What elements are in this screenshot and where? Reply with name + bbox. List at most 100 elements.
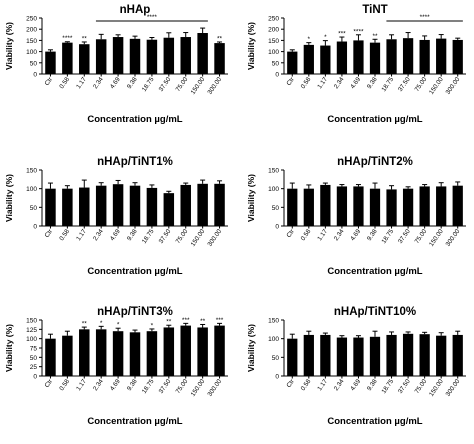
bar [353, 337, 364, 376]
bar [112, 37, 124, 74]
bracket-label: **** [420, 14, 431, 21]
significance-label: *** [338, 31, 346, 38]
chart-title: nHAp/TiNT10% [334, 306, 416, 318]
x-tick-label: 4.69 [109, 228, 122, 242]
bar [419, 334, 430, 376]
bar [419, 186, 430, 226]
bar [214, 325, 225, 376]
bar [197, 183, 208, 226]
y-tick-label: 250 [26, 16, 37, 23]
x-tick-label: 37.50 [158, 76, 173, 93]
bar [336, 337, 348, 376]
bar [336, 186, 348, 226]
bar [62, 188, 73, 226]
significance-label: * [308, 36, 311, 43]
bar [386, 39, 397, 74]
y-tick-label: 50 [30, 355, 38, 362]
bar [129, 185, 141, 226]
chart-title: nHAp/TiNT3% [97, 306, 173, 318]
x-tick-label: 37.50 [397, 378, 412, 395]
x-tick-label: 150.00 [189, 228, 206, 248]
y-tick-label: 250 [268, 16, 279, 23]
y-axis-label: Viability (%) [4, 174, 14, 222]
y-tick-label: 150 [26, 38, 37, 45]
y-tick-label: 50 [272, 60, 280, 67]
bar [95, 329, 107, 376]
x-tick-label: 4.69 [109, 76, 122, 90]
x-tick-label: 300.00 [206, 228, 223, 248]
significance-label: * [151, 322, 154, 329]
y-axis-label: Viability (%) [246, 22, 256, 70]
bar [129, 38, 141, 74]
x-tick-label: 1.17 [316, 378, 329, 392]
bar [287, 338, 298, 376]
y-tick-label: 100 [268, 49, 279, 56]
bar [320, 334, 331, 376]
x-tick-label: 150.00 [428, 76, 445, 96]
bar [436, 38, 447, 74]
x-tick-label: 4.69 [349, 228, 362, 242]
x-tick-label: 75.00 [413, 378, 428, 395]
x-tick-label: 75.00 [413, 76, 428, 93]
bracket-label: **** [147, 14, 158, 21]
y-axis-label: Viability (%) [246, 324, 256, 372]
bar [303, 334, 314, 376]
x-tick-label: 0.58 [300, 228, 313, 242]
bar [45, 338, 56, 376]
y-tick-label: 0 [33, 72, 37, 79]
y-tick-label: 0 [33, 374, 37, 381]
x-tick-label: 9.38 [366, 228, 379, 242]
x-tick-label: 18.75 [380, 76, 395, 93]
x-tick-label: Ctr [44, 228, 55, 239]
x-tick-label: Ctr [44, 76, 55, 87]
x-tick-label: 18.75 [380, 378, 395, 395]
significance-label: ** [82, 35, 88, 42]
bar [95, 39, 107, 74]
y-tick-label: 50 [272, 205, 280, 212]
y-axis-label: Viability (%) [4, 324, 14, 372]
bar [45, 51, 56, 74]
significance-label: * [100, 320, 103, 327]
bar [402, 188, 414, 226]
x-tick-label: 9.38 [126, 228, 139, 242]
y-tick-label: 100 [268, 186, 279, 193]
bar [146, 331, 158, 376]
bar [95, 185, 107, 226]
x-tick-label: 18.75 [141, 228, 156, 245]
y-tick-label: 150 [26, 318, 37, 325]
bar [146, 39, 158, 74]
bar [62, 42, 73, 74]
x-tick-label: 2.34 [92, 378, 105, 392]
bar [163, 327, 175, 376]
x-tick-label: 300.00 [206, 76, 223, 96]
significance-label: ** [217, 35, 223, 42]
x-tick-label: Ctr [285, 378, 296, 389]
significance-label: **** [62, 35, 73, 42]
bar [62, 335, 73, 376]
bar [369, 42, 381, 74]
x-tick-label: 150.00 [428, 228, 445, 248]
significance-label: ** [200, 318, 206, 325]
x-tick-label: 37.50 [158, 228, 173, 245]
significance-label: ** [82, 321, 88, 328]
chart-title: nHAp/TiNT1% [97, 156, 173, 168]
significance-label: *** [182, 317, 190, 324]
x-tick-label: 9.38 [366, 378, 379, 392]
bar [353, 186, 364, 226]
bar [353, 40, 364, 74]
bar [112, 184, 124, 226]
y-tick-label: 50 [30, 60, 38, 67]
y-tick-label: 100 [26, 336, 37, 343]
chart-panel-4: nHAp/TiNT2% Viability (%) 0 50 100 150 Ctr 0.58… [246, 156, 466, 277]
x-axis-label: Concentration µg/mL [87, 266, 182, 277]
x-tick-label: 4.69 [349, 378, 362, 392]
bar [197, 33, 208, 74]
bar [436, 186, 447, 226]
bar [419, 39, 430, 74]
bar [287, 188, 298, 226]
x-tick-label: 0.58 [300, 378, 313, 392]
x-tick-label: 18.75 [141, 378, 156, 395]
y-tick-label: 0 [275, 224, 279, 231]
